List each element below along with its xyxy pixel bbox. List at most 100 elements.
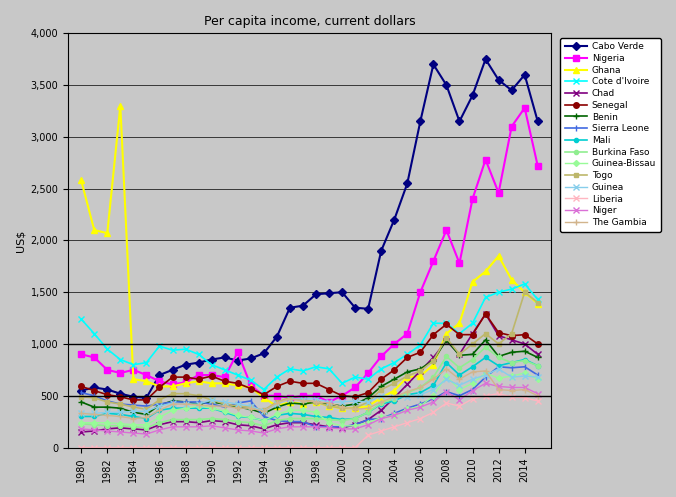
Nigeria xyxy=(181,379,189,385)
Senegal xyxy=(416,349,425,355)
Benin xyxy=(521,348,529,354)
Benin xyxy=(351,401,359,407)
Nigeria xyxy=(220,374,228,380)
Chad xyxy=(456,351,464,357)
Cabo Verde xyxy=(521,72,529,78)
Guinea xyxy=(168,400,176,406)
Mali xyxy=(325,414,333,420)
Cote d'Ivoire xyxy=(155,343,164,349)
Cabo Verde xyxy=(390,217,398,223)
Togo xyxy=(508,331,516,336)
Mali xyxy=(468,364,477,370)
Niger xyxy=(312,424,320,430)
Ghana xyxy=(495,253,503,259)
Sierra Leone xyxy=(312,424,320,430)
Line: Niger: Niger xyxy=(78,381,541,437)
Togo xyxy=(390,380,398,386)
Togo xyxy=(181,391,189,397)
The Gambia xyxy=(208,403,216,409)
Nigeria xyxy=(90,354,98,360)
Mali xyxy=(220,410,228,415)
Liberia xyxy=(116,444,124,450)
Benin xyxy=(168,398,176,404)
The Gambia xyxy=(273,400,281,406)
Guinea xyxy=(77,411,85,416)
Cabo Verde xyxy=(495,77,503,83)
Liberia xyxy=(77,444,85,450)
Niger xyxy=(90,427,98,433)
Cabo Verde xyxy=(364,306,372,312)
Guinea-Bissau xyxy=(468,380,477,386)
Niger xyxy=(351,426,359,432)
Mali xyxy=(195,405,203,411)
The Gambia xyxy=(338,404,346,410)
Benin xyxy=(390,376,398,382)
Liberia xyxy=(220,444,228,450)
Mali xyxy=(508,360,516,366)
Chad xyxy=(325,424,333,430)
Cabo Verde xyxy=(286,305,294,311)
The Gambia xyxy=(286,396,294,402)
Senegal xyxy=(168,374,176,380)
Burkina Faso xyxy=(155,419,164,425)
Guinea-Bissau xyxy=(116,421,124,427)
Guinea-Bissau xyxy=(77,419,85,425)
Guinea xyxy=(521,373,529,379)
Cote d'Ivoire xyxy=(77,316,85,322)
Guinea xyxy=(416,392,425,398)
Mali xyxy=(103,411,112,416)
The Gambia xyxy=(481,368,489,374)
Senegal xyxy=(220,378,228,384)
Burkina Faso xyxy=(364,410,372,415)
Burkina Faso xyxy=(247,419,255,425)
Chad xyxy=(403,381,411,387)
Mali xyxy=(286,411,294,416)
Chad xyxy=(442,338,450,344)
Niger xyxy=(168,424,176,430)
The Gambia xyxy=(325,400,333,406)
Guinea-Bissau xyxy=(208,405,216,411)
Senegal xyxy=(325,387,333,393)
Cabo Verde xyxy=(77,388,85,394)
Ghana xyxy=(168,384,176,390)
Togo xyxy=(286,395,294,401)
Cote d'Ivoire xyxy=(220,367,228,373)
Guinea xyxy=(299,396,307,402)
Chad xyxy=(429,354,437,360)
Cabo Verde xyxy=(325,290,333,296)
Nigeria xyxy=(247,382,255,388)
Guinea-Bissau xyxy=(429,393,437,399)
The Gambia xyxy=(77,411,85,416)
Benin xyxy=(481,337,489,343)
Benin xyxy=(116,405,124,411)
Benin xyxy=(220,401,228,407)
Togo xyxy=(377,387,385,393)
Nigeria xyxy=(260,393,268,399)
Cabo Verde xyxy=(299,303,307,309)
Chad xyxy=(155,422,164,428)
Senegal xyxy=(495,330,503,335)
Senegal xyxy=(533,341,541,347)
Togo xyxy=(116,401,124,407)
The Gambia xyxy=(429,376,437,382)
Cabo Verde xyxy=(143,395,151,401)
Benin xyxy=(77,399,85,405)
Cote d'Ivoire xyxy=(338,380,346,386)
Burkina Faso xyxy=(129,424,137,430)
Guinea-Bissau xyxy=(521,370,529,376)
Liberia xyxy=(364,432,372,438)
Ghana xyxy=(195,378,203,384)
Senegal xyxy=(103,392,112,398)
Chad xyxy=(377,407,385,413)
Niger xyxy=(181,424,189,430)
Ghana xyxy=(468,279,477,285)
Guinea xyxy=(103,410,112,415)
Mali xyxy=(247,414,255,420)
Chad xyxy=(508,337,516,343)
Mali xyxy=(416,390,425,396)
Guinea xyxy=(377,393,385,399)
Line: Benin: Benin xyxy=(78,336,541,418)
Mali xyxy=(403,392,411,398)
Senegal xyxy=(90,388,98,394)
Burkina Faso xyxy=(495,354,503,360)
